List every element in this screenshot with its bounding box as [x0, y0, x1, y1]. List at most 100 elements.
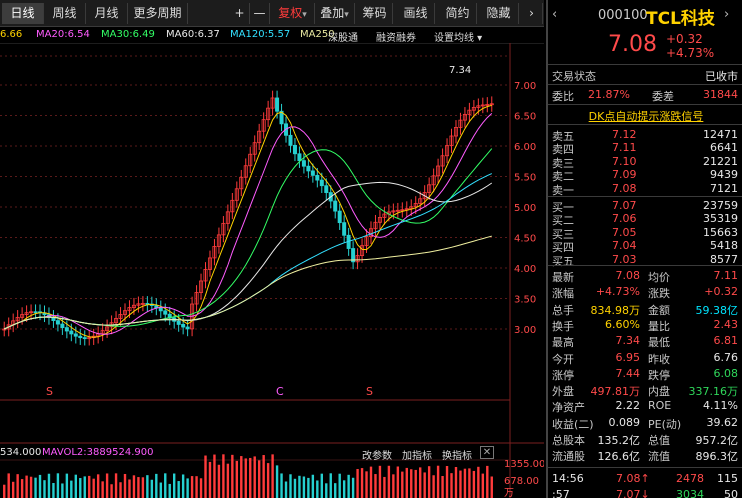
stat-value: 59.38亿: [695, 303, 739, 317]
stat-row: 外盘 497.81万 内盘 337.16万: [548, 383, 742, 398]
add-indicator-button[interactable]: 加指标: [402, 451, 432, 462]
draw-line-button[interactable]: 画线: [397, 3, 435, 24]
candle-body: [20, 314, 25, 318]
ma10-line: [3, 104, 492, 338]
stat-label: 总手: [552, 303, 574, 317]
chevron-right-icon[interactable]: ›: [521, 3, 543, 24]
candle-body: [15, 316, 20, 322]
tick-volume: 3034: [676, 488, 704, 498]
buy-level-row[interactable]: 买五 7.03 8577: [548, 252, 742, 268]
sell-level-price: 7.12: [612, 128, 637, 141]
candle-body: [29, 311, 34, 314]
sell-level-price: 7.11: [612, 141, 637, 155]
tab-deep-connect[interactable]: 深股通: [328, 33, 358, 43]
signal-link[interactable]: DK点自动提示涨跌信号: [588, 110, 704, 123]
price-axis-label: 6.50: [514, 112, 536, 123]
buy-level-label: 买一: [552, 201, 574, 214]
candle-body: [445, 145, 450, 157]
tick-time: :57: [552, 488, 570, 498]
hide-button[interactable]: 隐藏: [479, 3, 519, 24]
candle-body: [315, 174, 320, 181]
chart-area[interactable]: 7.00 6.50 6.00 5.50 5.00 4.50 4.00 3.50 3.00 7.34…: [0, 43, 544, 498]
stat-value: +4.73%: [595, 285, 640, 299]
candle-body: [127, 307, 132, 312]
ma30-line: [3, 148, 493, 330]
candle-body: [194, 292, 199, 305]
tab-daily[interactable]: 日线: [2, 3, 44, 24]
stat-value: 2.43: [713, 317, 739, 331]
candle-body: [427, 184, 432, 193]
stat-value: 4.11%: [703, 399, 738, 413]
buy-level-row[interactable]: 买一 7.07 23759: [548, 199, 742, 214]
signal-marker: C: [276, 385, 284, 398]
stat-row: 总股本 135.2亿 总值 957.2亿: [548, 432, 742, 447]
candle-body: [319, 179, 324, 187]
buy-level-row[interactable]: 买四 7.04 5418: [548, 239, 742, 254]
volume-axis-label: 678.00: [504, 476, 539, 487]
stat-label: 昨收: [648, 352, 670, 366]
candle-body: [6, 324, 11, 330]
candle-body: [395, 209, 400, 212]
buy-level-volume: 8577: [710, 252, 738, 266]
back-icon[interactable]: ‹: [552, 7, 558, 22]
candle-body: [118, 313, 123, 319]
more-periods-button[interactable]: 更多周期: [128, 3, 188, 24]
ma-settings-label: 设置均线: [434, 33, 474, 43]
chips-button[interactable]: 筹码: [357, 3, 393, 24]
stat-label: 量比: [648, 319, 670, 333]
sell-level-volume: 9439: [710, 168, 738, 182]
simple-mode-button[interactable]: 简约: [439, 3, 477, 24]
overlay-dropdown[interactable]: 叠加▾: [315, 3, 355, 24]
adjust-dropdown[interactable]: 复权▾: [271, 3, 315, 24]
ma60-line: [3, 181, 493, 330]
buy-level-price: 7.04: [612, 239, 637, 253]
stat-label: 金额: [648, 303, 670, 317]
candle-body: [292, 144, 297, 155]
sell-level-row[interactable]: 卖三 7.10 21221: [548, 155, 742, 170]
tab-weekly[interactable]: 周线: [44, 3, 86, 24]
candle-body: [409, 206, 414, 210]
buy-level-row[interactable]: 买三 7.05 15663: [548, 226, 742, 241]
ma-settings-button[interactable]: 设置均线 ▾: [434, 33, 483, 43]
zoom-in-button[interactable]: +: [230, 3, 250, 24]
candle-body: [33, 311, 38, 314]
status-value: 已收市: [705, 70, 738, 83]
ma10-value: 6.66: [0, 29, 23, 40]
candle-body: [87, 337, 92, 340]
tab-monthly[interactable]: 月线: [86, 3, 128, 24]
divider: [548, 104, 742, 105]
candle-body: [297, 153, 302, 162]
candle-body: [301, 160, 306, 167]
change-params-button[interactable]: 改参数: [362, 451, 392, 462]
candle-body: [449, 135, 454, 147]
candle-body: [342, 222, 347, 236]
candle-body: [24, 312, 29, 316]
forward-icon[interactable]: ›: [724, 7, 730, 22]
candle-body: [181, 324, 186, 328]
chevron-down-icon: ▾: [344, 10, 349, 20]
close-icon[interactable]: ✕: [480, 446, 494, 459]
volume-value: 534.000: [0, 447, 42, 458]
sell-level-row[interactable]: 卖五 7.12 12471: [548, 128, 742, 143]
candle-body: [489, 103, 494, 106]
tab-margin-trading[interactable]: 融资融券: [376, 33, 416, 43]
stat-row: 总手 834.98万 金额 59.38亿: [548, 302, 742, 317]
candle-body: [234, 188, 239, 201]
volume-axis-label: 万: [504, 488, 514, 498]
kline-chart[interactable]: 7.00 6.50 6.00 5.50 5.00 4.50 4.00 3.50 3.00 7.34…: [0, 43, 544, 498]
stat-label: 流通股: [552, 450, 585, 464]
sell-level-row[interactable]: 卖四 7.11 6641: [548, 141, 742, 156]
stat-row: 流通股 126.6亿 流值 896.3亿: [548, 448, 742, 464]
sell-level-row[interactable]: 卖二 7.09 9439: [548, 168, 742, 183]
candle-body: [73, 333, 78, 337]
sell-level-row[interactable]: 卖一 7.08 7121: [548, 182, 742, 197]
zoom-out-button[interactable]: —: [250, 3, 270, 24]
ma120-value: MA120:5.57: [230, 29, 291, 40]
candle-body: [199, 280, 204, 293]
candle-body: [467, 109, 472, 115]
buy-level-label: 买二: [552, 214, 574, 228]
swap-indicator-button[interactable]: 换指标: [442, 451, 472, 462]
candle-body: [351, 248, 356, 263]
buy-level-row[interactable]: 买二 7.06 35319: [548, 212, 742, 228]
candle-body: [212, 246, 217, 259]
